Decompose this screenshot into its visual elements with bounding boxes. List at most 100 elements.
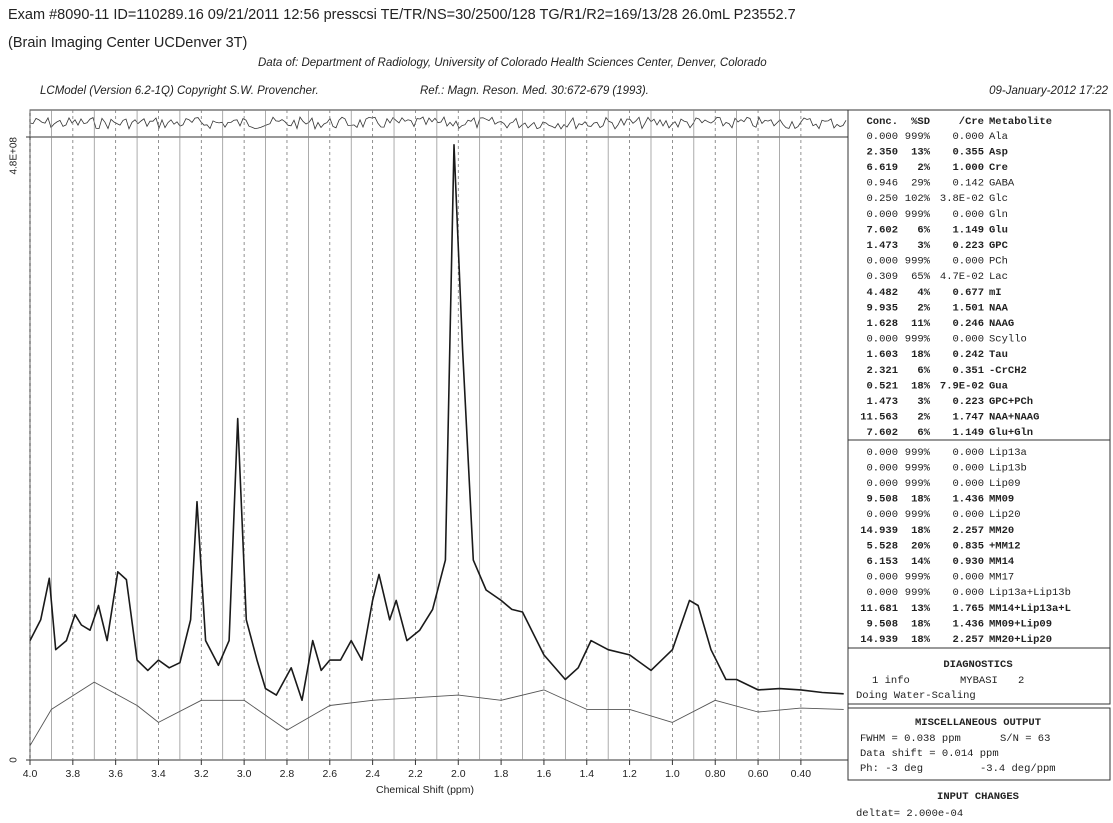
table-cell: 2.321	[866, 365, 898, 377]
table-cell: 0.000	[952, 587, 984, 599]
table-cell: 7.602	[866, 427, 898, 439]
table-cell: Scyllo	[989, 334, 1027, 346]
table-cell: 18%	[911, 494, 931, 506]
x-tick-label: 1.6	[537, 768, 552, 780]
table-cell: Lip09	[989, 478, 1021, 490]
table-cell: 6%	[917, 365, 930, 377]
table-cell: 0.521	[866, 380, 898, 392]
column-header: %SD	[911, 116, 930, 128]
x-tick-label: 0.80	[705, 768, 726, 780]
table-cell: +MM12	[989, 540, 1021, 552]
table-cell: GPC	[989, 240, 1009, 252]
table-cell: Lip13b	[989, 462, 1027, 474]
x-tick-label: 3.6	[108, 768, 123, 780]
table-cell: PCh	[989, 256, 1008, 268]
column-header: /Cre	[959, 116, 984, 128]
date: 09-January-2012 17:22	[989, 85, 1109, 97]
table-cell: Gln	[989, 209, 1008, 221]
table-cell: 0.246	[952, 318, 984, 330]
table-cell: 1.436	[952, 494, 984, 506]
table-cell: 0.000	[866, 447, 898, 459]
x-tick-label: 2.4	[365, 768, 380, 780]
table-cell: Lac	[989, 271, 1008, 283]
table-cell: 18%	[911, 634, 931, 646]
table-cell: Glc	[989, 193, 1008, 205]
table-cell: 6.619	[866, 162, 898, 174]
table-cell: Lip13a+Lip13b	[989, 587, 1071, 599]
table-cell: 0.000	[952, 509, 984, 521]
table-cell: 102%	[905, 193, 931, 205]
x-tick-label: 1.4	[579, 768, 594, 780]
misc-fwhm: FWHM = 0.038 ppm	[860, 733, 961, 745]
y-tick-label: 4.8E+08	[9, 137, 20, 175]
table-cell: 65%	[911, 271, 931, 283]
table-cell: 0.946	[866, 178, 898, 190]
table-cell: 0.223	[952, 396, 984, 408]
diag-title: DIAGNOSTICS	[943, 659, 1012, 671]
table-cell: 0.000	[952, 131, 984, 143]
table-cell: 1.473	[866, 396, 898, 408]
table-cell: 5.528	[866, 540, 898, 552]
table-cell: 3%	[917, 396, 930, 408]
table-cell: 9.508	[866, 494, 898, 506]
table-cell: 3.8E-02	[940, 193, 984, 205]
x-tick-label: 3.4	[151, 768, 166, 780]
table-cell: Gua	[989, 380, 1009, 392]
table-cell: 13%	[911, 603, 931, 615]
table-cell: 0.000	[952, 462, 984, 474]
residual-trace	[29, 116, 847, 131]
table-cell: 0.000	[866, 572, 898, 584]
table-cell: 18%	[911, 380, 931, 392]
table-cell: 0.000	[952, 447, 984, 459]
data-of: Data of: Department of Radiology, Univer…	[258, 57, 767, 69]
table-cell: 0.000	[866, 462, 898, 474]
table-cell: 0.000	[952, 256, 984, 268]
plot-frame	[29, 109, 849, 761]
x-tick-label: 3.8	[66, 768, 81, 780]
table-cell: 14.939	[860, 525, 898, 537]
diag-code: MYBASI	[960, 675, 998, 687]
table-cell: 1.473	[866, 240, 898, 252]
spectrum-line	[29, 681, 844, 746]
table-cell: 0.355	[952, 146, 984, 158]
column-header: Metabolite	[989, 116, 1052, 128]
reference: Ref.: Magn. Reson. Med. 30:672-679 (1993…	[420, 85, 649, 97]
table-cell: 1.149	[952, 224, 984, 236]
table-cell: 999%	[905, 131, 931, 143]
x-tick-label: 1.8	[494, 768, 509, 780]
table-cell: NAA	[989, 302, 1009, 314]
table-cell: 1.603	[866, 349, 898, 361]
table-cell: 999%	[905, 256, 931, 268]
column-header: Conc.	[866, 116, 898, 128]
table-cell: 2.257	[952, 634, 984, 646]
table-cell: 4.7E-02	[940, 271, 984, 283]
table-cell: -CrCH2	[989, 365, 1027, 377]
table-cell: 18%	[911, 618, 931, 630]
table-cell: 2.350	[866, 146, 898, 158]
x-tick-label: 0.40	[791, 768, 812, 780]
table-cell: 0.000	[866, 478, 898, 490]
x-tick-label: 1.2	[622, 768, 637, 780]
table-cell: 0.835	[952, 540, 984, 552]
spectrum-line	[29, 144, 844, 702]
program: LCModel (Version 6.2-1Q) Copyright S.W. …	[40, 85, 319, 97]
table-cell: 999%	[905, 478, 931, 490]
table-cell: 11%	[911, 318, 931, 330]
table-cell: 0.930	[952, 556, 984, 568]
table-cell: 999%	[905, 462, 931, 474]
table-cell: 18%	[911, 525, 931, 537]
table-cell: 0.000	[952, 209, 984, 221]
table-cell: 1.765	[952, 603, 984, 615]
x-tick-label: 0.60	[748, 768, 769, 780]
table-cell: 3%	[917, 240, 930, 252]
table-cell: MM09	[989, 494, 1014, 506]
table-cell: GPC+PCh	[989, 396, 1033, 408]
x-tick-label: 3.2	[194, 768, 209, 780]
misc-title: MISCELLANEOUS OUTPUT	[915, 717, 1041, 729]
table-cell: 999%	[905, 447, 931, 459]
input-title: INPUT CHANGES	[937, 791, 1019, 803]
table-cell: Ala	[989, 131, 1008, 143]
misc-sn: S/N = 63	[1000, 733, 1050, 745]
